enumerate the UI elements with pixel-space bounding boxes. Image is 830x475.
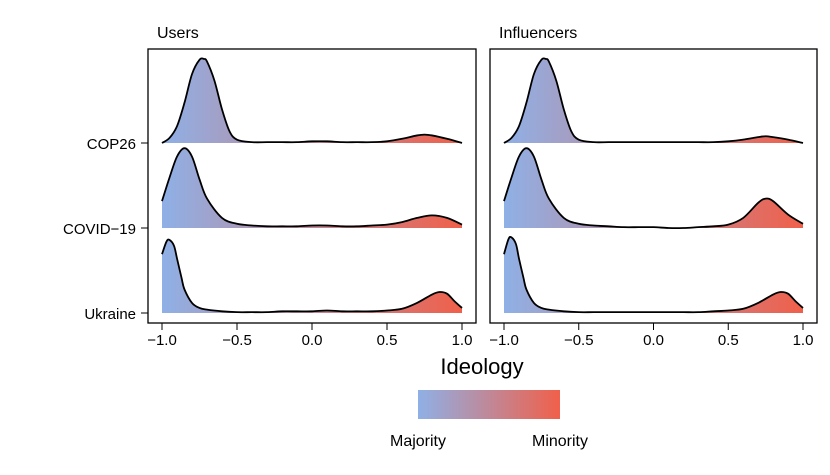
row-label-cop26: COP26 [87,136,136,153]
density-fill-users-covid19 [162,148,462,228]
x-tick-label: −1.0 [489,332,519,349]
density-curve-influencers-ukraine [503,235,804,314]
x-axis-title: Ideology [440,354,523,379]
x-tick-label: 0.5 [377,332,398,349]
legend-label-majority: Majority [390,433,446,450]
panel-title-users: Users [157,25,199,42]
x-tick-label: 1.0 [452,332,473,349]
density-fill-users-ukraine [162,239,462,313]
density-curve-influencers-covid19 [503,147,804,230]
panel-title-influencers: Influencers [499,25,577,42]
x-tick-label: −1.0 [147,332,177,349]
x-tick-label: 0.0 [302,332,323,349]
panel-influencers: Influencers −1.0 −0.5 0.0 0.5 1.0 [489,25,818,349]
panel-users: Users −1.0 −0.5 0.0 0.5 1.0 [147,25,477,349]
density-curve-users-ukraine [161,238,463,314]
density-curve-users-covid19 [161,147,463,228]
x-tick-label: 1.0 [793,332,814,349]
x-tick-label: 0.0 [643,332,664,349]
density-fill-influencers-covid19 [504,148,803,229]
x-tick-label: −0.5 [222,332,252,349]
legend-colorbar [418,390,560,419]
x-tick-label: −0.5 [564,332,594,349]
density-curve-users-cop26 [161,57,463,144]
density-fill-influencers-cop26 [504,58,803,143]
legend-label-minority: Minority [532,433,588,450]
legend: Majority Minority [390,390,588,450]
density-fill-influencers-ukraine [504,236,803,313]
y-axis: COP26 COVID−19 Ukraine [63,136,148,323]
density-fill-users-cop26 [162,58,462,143]
density-curve-influencers-cop26 [503,57,804,144]
row-label-ukraine: Ukraine [84,306,136,323]
row-label-covid19: COVID−19 [63,221,136,238]
x-tick-label: 0.5 [718,332,739,349]
